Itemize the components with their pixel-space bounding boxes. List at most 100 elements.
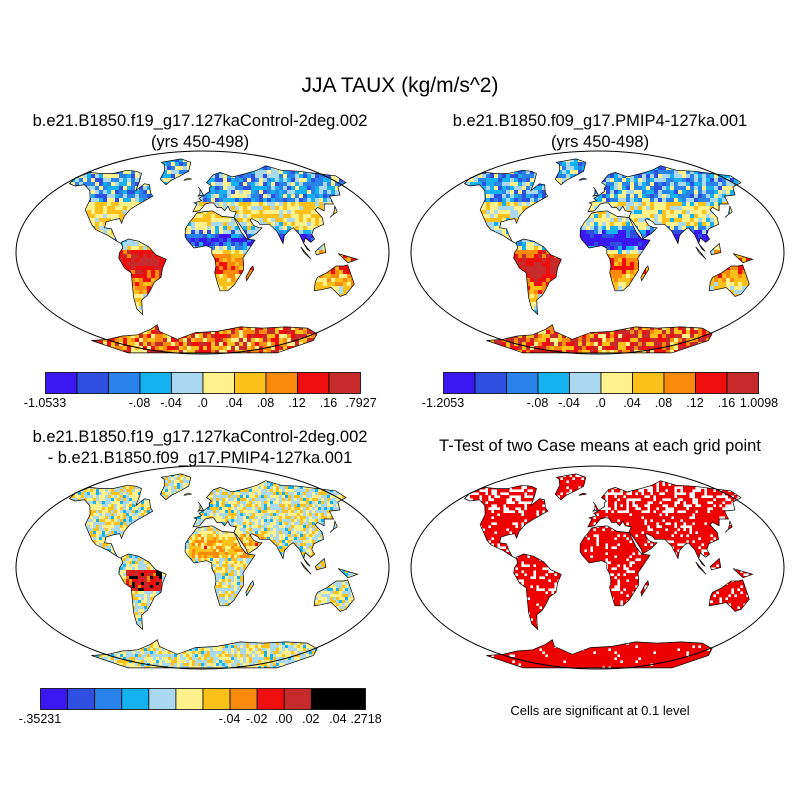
- grid-cell: [602, 198, 607, 203]
- grid-cell: [215, 350, 220, 353]
- grid-cell: [243, 326, 248, 331]
- grid-cell: [63, 294, 67, 298]
- grid-cell: [99, 310, 104, 315]
- grid-cell: [135, 274, 140, 279]
- grid-cell: [299, 186, 304, 191]
- grid-cell: [167, 202, 172, 207]
- grid-cell: [179, 346, 184, 351]
- grid-cell: [159, 154, 163, 158]
- grid-cell: [718, 194, 723, 199]
- grid-cell: [303, 318, 308, 323]
- grid-cell: [594, 162, 599, 167]
- grid-cell: [283, 318, 288, 323]
- grid-cell: [267, 286, 272, 291]
- grid-cell: [69, 262, 72, 267]
- grid-cell: [714, 182, 719, 187]
- grid-cell: [275, 330, 280, 335]
- grid-cell: [283, 222, 288, 227]
- grid-cell: [99, 246, 104, 251]
- grid-cell: [263, 318, 268, 323]
- grid-cell: [95, 302, 100, 307]
- grid-cell: [171, 254, 176, 259]
- grid-cell: [259, 258, 264, 263]
- grid-cell: [47, 214, 51, 218]
- grid-cell: [131, 214, 136, 219]
- grid-cell: [175, 278, 180, 283]
- grid-cell: [291, 194, 296, 199]
- grid-cell: [131, 318, 136, 323]
- grid-cell: [638, 154, 642, 158]
- grid-cell: [642, 198, 647, 203]
- grid-cell: [183, 186, 188, 191]
- grid-cell: [464, 214, 467, 219]
- grid-cell: [311, 222, 316, 227]
- grid-cell: [339, 202, 344, 207]
- grid-cell: [107, 198, 112, 203]
- grid-cell: [682, 166, 687, 171]
- grid-cell: [59, 262, 63, 266]
- grid-cell: [538, 162, 543, 167]
- grid-cell: [355, 246, 358, 251]
- grid-cell: [215, 154, 219, 158]
- grid-cell: [139, 354, 143, 355]
- grid-cell: [227, 346, 232, 351]
- grid-cell: [231, 314, 236, 319]
- grid-cell: [662, 210, 667, 215]
- grid-cell: [79, 314, 84, 319]
- grid-cell: [179, 254, 184, 259]
- grid-cell: [610, 162, 615, 167]
- grid-cell: [219, 174, 224, 179]
- grid-cell: [159, 290, 164, 295]
- grid-cell: [235, 298, 240, 303]
- grid-cell: [331, 314, 336, 319]
- grid-cell: [159, 186, 164, 191]
- grid-cell: [251, 310, 256, 315]
- grid-cell: [119, 194, 124, 199]
- grid-cell: [83, 226, 88, 231]
- grid-cell: [55, 230, 59, 234]
- grid-cell: [259, 334, 264, 339]
- grid-cell: [259, 314, 264, 319]
- grid-cell: [119, 170, 124, 175]
- grid-cell: [614, 174, 619, 179]
- grid-cell: [43, 230, 47, 234]
- grid-cell: [231, 322, 236, 327]
- grid-cell: [215, 342, 220, 347]
- grid-cell: [243, 302, 248, 307]
- grid-cell: [195, 278, 200, 283]
- grid-cell: [255, 158, 260, 163]
- grid-cell: [351, 286, 356, 291]
- grid-cell: [207, 318, 212, 323]
- grid-cell: [702, 178, 707, 183]
- grid-cell: [730, 198, 735, 203]
- grid-cell: [223, 254, 228, 259]
- grid-cell: [127, 230, 132, 235]
- grid-cell: [295, 186, 300, 191]
- grid-cell: [307, 206, 312, 211]
- grid-cell: [239, 306, 244, 311]
- grid-cell: [650, 182, 655, 187]
- grid-cell: [147, 242, 152, 247]
- grid-cell: [554, 198, 559, 203]
- grid-cell: [606, 174, 611, 179]
- grid-cell: [47, 278, 51, 282]
- grid-cell: [351, 222, 356, 227]
- grid-cell: [35, 262, 39, 266]
- grid-cell: [255, 314, 260, 319]
- grid-cell: [251, 278, 256, 283]
- grid-cell: [31, 286, 35, 290]
- grid-cell: [327, 246, 332, 251]
- grid-cell: [518, 194, 523, 199]
- grid-cell: [155, 174, 160, 179]
- grid-cell: [123, 286, 128, 291]
- grid-cell: [215, 198, 220, 203]
- grid-cell: [131, 346, 136, 351]
- grid-cell: [634, 210, 639, 215]
- grid-cell: [343, 266, 348, 271]
- grid-cell: [375, 250, 379, 254]
- grid-cell: [315, 302, 320, 307]
- grid-cell: [135, 294, 140, 299]
- grid-cell: [71, 234, 76, 239]
- grid-cell: [239, 334, 244, 339]
- grid-cell: [243, 298, 248, 303]
